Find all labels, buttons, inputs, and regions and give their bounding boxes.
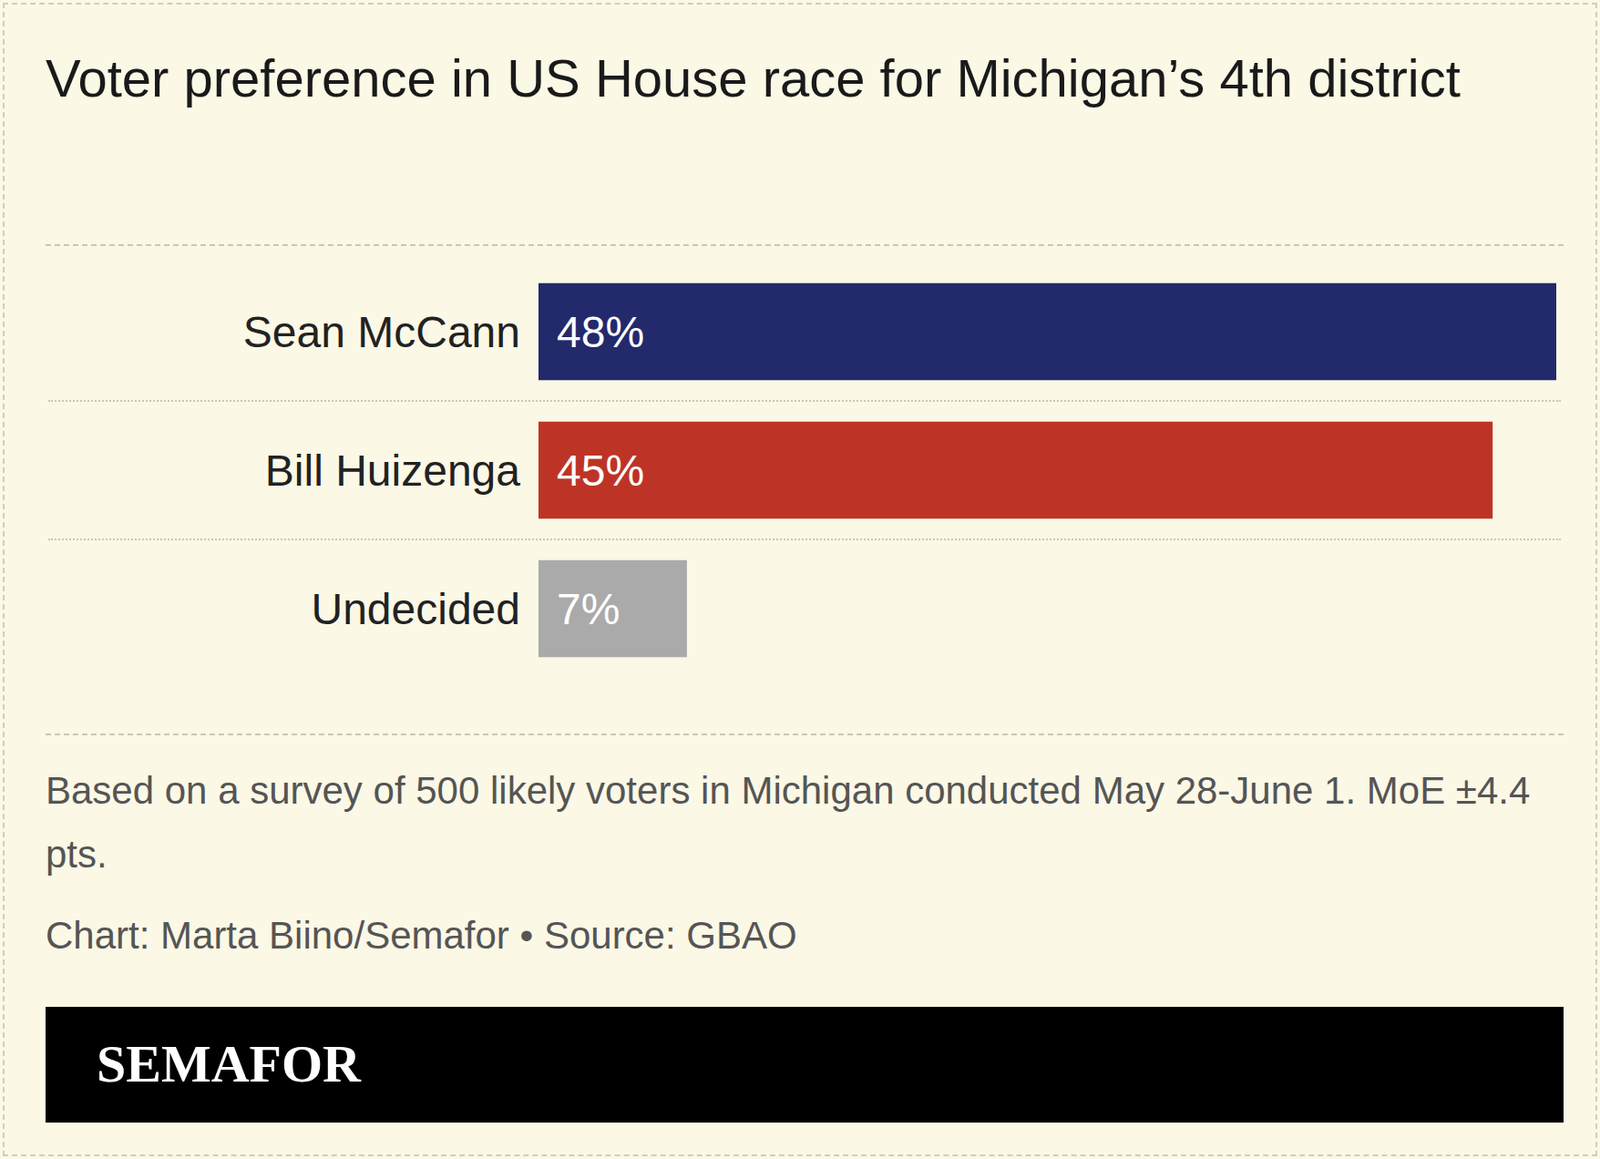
html-text:Voter preference in US House r: Voter preference in US House race for Mi… xyxy=(45,48,1461,108)
svg-text:Sean McCann: Sean McCann xyxy=(243,307,521,357)
svg-text:Undecided: Undecided xyxy=(311,584,522,634)
svg-text:48%: 48% xyxy=(556,307,645,357)
html-text:Based on a survey of 500 likel: Based on a survey of 500 likely voters i… xyxy=(45,769,1531,876)
html-text:SEMAFOR: SEMAFOR xyxy=(96,1034,361,1094)
svg-text:Bill Huizenga: Bill Huizenga xyxy=(265,446,521,495)
html-text:Chart: Marta Biino/Semafor • S: Chart: Marta Biino/Semafor • Source: GBA… xyxy=(45,913,797,957)
svg-text:45%: 45% xyxy=(556,446,645,495)
svg-text:7%: 7% xyxy=(556,584,620,634)
